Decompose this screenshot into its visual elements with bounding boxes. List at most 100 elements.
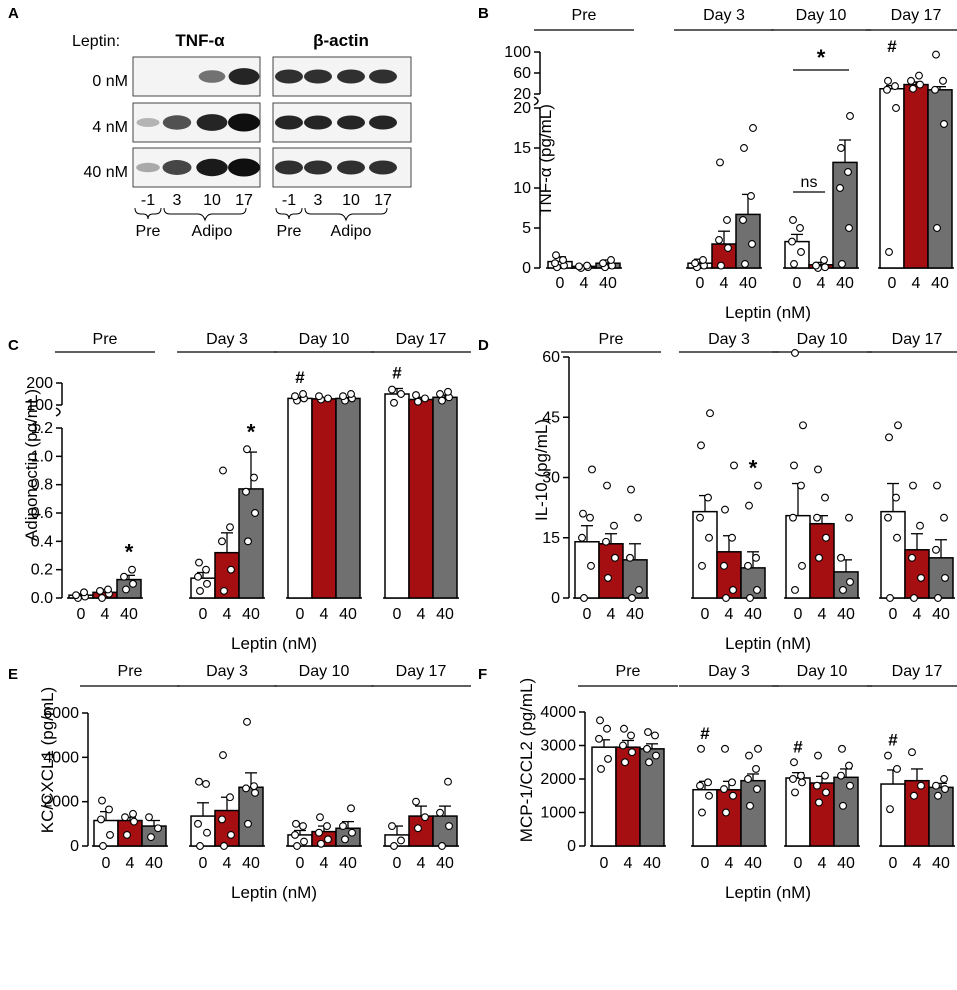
data-point xyxy=(317,839,325,848)
data-point xyxy=(444,387,452,396)
y-tick-label: 3000 xyxy=(540,738,576,755)
data-point xyxy=(578,533,586,542)
data-point xyxy=(886,805,894,814)
data-point xyxy=(579,509,587,518)
data-point xyxy=(917,781,925,790)
bar xyxy=(214,809,240,847)
data-point xyxy=(723,216,731,224)
data-point xyxy=(813,513,821,522)
x-tick-label: 4 xyxy=(913,855,922,872)
data-point xyxy=(597,764,605,773)
data-point xyxy=(299,390,307,398)
bar xyxy=(190,815,216,847)
data-point xyxy=(145,813,153,822)
blot-band xyxy=(337,115,365,130)
x-tick-label: 0 xyxy=(794,606,803,623)
x-axis-title: Leptin (nM) xyxy=(725,883,811,902)
x-tick-label: 0 xyxy=(793,275,802,292)
y-tick-label: 0.2 xyxy=(31,562,53,579)
data-point xyxy=(715,236,723,244)
data-point xyxy=(791,586,799,594)
data-point xyxy=(128,565,136,574)
y-axis-title: Adiponectin (pg/mL) xyxy=(22,389,41,541)
data-point xyxy=(105,805,113,814)
data-point xyxy=(697,441,705,450)
data-point xyxy=(837,144,845,152)
x-tick-label: 40 xyxy=(436,606,454,623)
bar xyxy=(574,541,600,599)
data-point xyxy=(226,793,234,802)
x-tick-label: 0 xyxy=(701,606,710,623)
data-point xyxy=(846,781,854,790)
x-tick-label: 40 xyxy=(744,855,762,872)
group-header: Day 3 xyxy=(708,663,750,680)
data-point xyxy=(196,586,204,595)
group-header: Day 3 xyxy=(708,331,750,348)
y-tick-label: 15 xyxy=(513,140,531,157)
bar xyxy=(833,776,859,847)
blot-lane-label: 10 xyxy=(203,192,221,209)
y-tick-label: 0 xyxy=(567,838,576,855)
data-point xyxy=(740,144,748,152)
x-tick-label: 4 xyxy=(624,855,633,872)
data-point xyxy=(243,445,251,454)
data-point xyxy=(910,791,918,800)
blot-band xyxy=(136,118,160,127)
data-point xyxy=(698,808,706,817)
data-point xyxy=(846,112,854,120)
blot-band xyxy=(304,160,332,175)
group-header: Day 17 xyxy=(396,663,447,680)
data-point xyxy=(790,260,798,268)
blot-band xyxy=(337,160,365,175)
western-blot-panel: A Leptin: TNF-α β-actin 0 nM 4 nM 40 nM … xyxy=(8,5,412,240)
x-tick-label: 40 xyxy=(932,855,950,872)
data-point xyxy=(559,256,567,264)
data-point xyxy=(815,553,823,562)
y-axis-title: IL-10 (pg/mL) xyxy=(532,419,551,521)
data-point xyxy=(893,533,901,542)
data-point xyxy=(244,537,252,546)
x-tick-label: 40 xyxy=(931,275,949,292)
significance-marker: * xyxy=(749,456,758,481)
data-point xyxy=(730,461,738,470)
data-point xyxy=(203,579,211,588)
data-point xyxy=(626,553,634,562)
data-point xyxy=(747,192,755,200)
data-point xyxy=(251,788,259,797)
panel-letter: C xyxy=(8,337,19,354)
data-point xyxy=(815,798,823,807)
y-tick-label: 60 xyxy=(513,65,531,82)
data-point xyxy=(696,781,704,790)
data-point xyxy=(414,397,422,406)
data-point xyxy=(797,481,805,490)
data-point xyxy=(220,842,228,850)
data-point xyxy=(720,785,728,793)
data-point xyxy=(729,586,737,594)
blot-band xyxy=(275,115,303,130)
data-point xyxy=(251,509,259,517)
data-point xyxy=(652,751,660,760)
data-point xyxy=(620,724,628,733)
data-point xyxy=(838,260,846,268)
data-point xyxy=(643,744,651,753)
data-point xyxy=(741,260,749,268)
x-tick-label: 4 xyxy=(320,606,329,623)
x-tick-label: 0 xyxy=(393,606,402,623)
x-tick-label: 0 xyxy=(556,275,565,292)
blot-band xyxy=(369,160,397,175)
data-point xyxy=(885,248,893,256)
data-point xyxy=(651,731,659,740)
data-point xyxy=(729,791,737,800)
data-point xyxy=(390,842,398,850)
data-point xyxy=(80,588,88,597)
y-tick-label: 20 xyxy=(513,100,531,117)
blot-row-label-4: 4 nM xyxy=(92,119,128,136)
data-point xyxy=(699,256,707,264)
x-axis-title: Leptin (nM) xyxy=(725,634,811,653)
data-point xyxy=(746,594,754,602)
data-point xyxy=(894,421,902,430)
blot-band xyxy=(228,113,260,132)
group-header: Pre xyxy=(572,7,597,24)
group-header: Day 17 xyxy=(891,7,942,24)
data-point xyxy=(745,501,753,510)
